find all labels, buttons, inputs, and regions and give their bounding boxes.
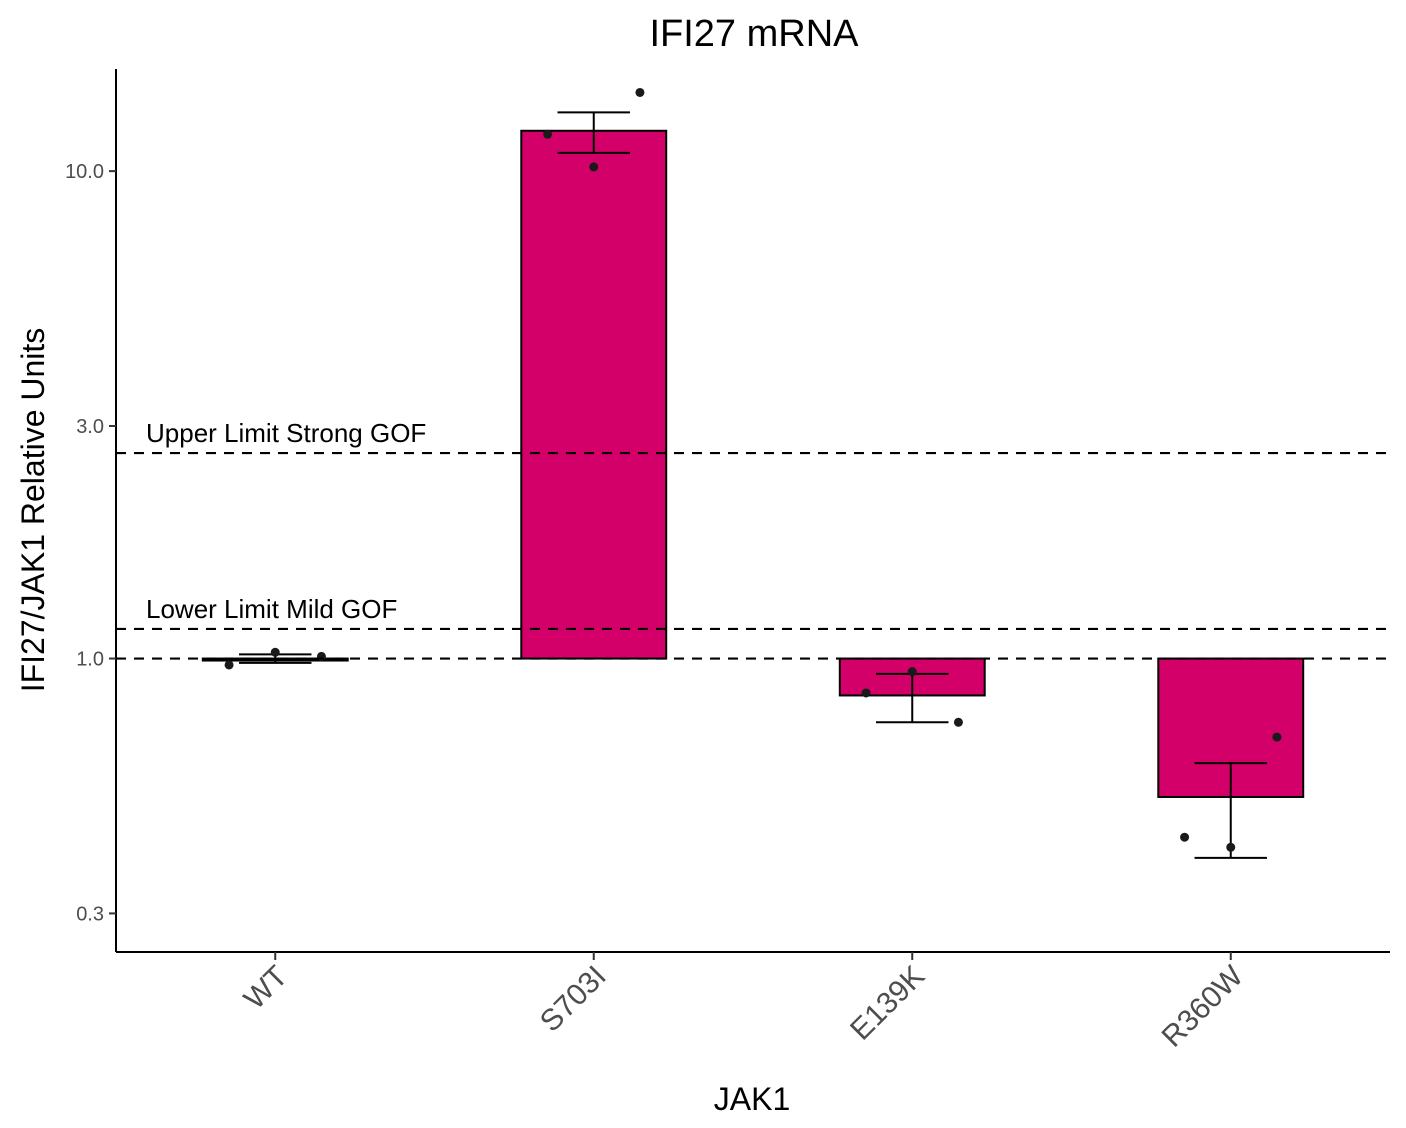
y-axis-title: IFI27/JAK1 Relative Units bbox=[15, 328, 51, 693]
x-tick-label: WT bbox=[238, 960, 294, 1016]
data-point bbox=[224, 660, 234, 670]
data-point bbox=[861, 688, 871, 698]
bar bbox=[520, 129, 668, 660]
y-tick-label: 10.0 bbox=[65, 161, 104, 183]
plot-area: 0.3 1.0 3.0 10.0 Upper Limit Strong GOF Lower… bbox=[65, 69, 1390, 1054]
x-tick-label: E139K bbox=[844, 960, 931, 1047]
y-tick-label: 1.0 bbox=[76, 649, 104, 671]
data-point bbox=[589, 162, 599, 172]
error-bar bbox=[557, 111, 630, 154]
x-tick-label: R360W bbox=[1156, 959, 1251, 1054]
data-point bbox=[907, 667, 917, 677]
reference-line-label: Upper Limit Strong GOF bbox=[146, 418, 426, 448]
y-tick-label: 3.0 bbox=[76, 416, 104, 438]
data-point bbox=[1272, 732, 1282, 742]
data-point bbox=[1226, 842, 1236, 852]
error-bar bbox=[1194, 762, 1267, 859]
data-point bbox=[543, 129, 553, 139]
x-axis-title: JAK1 bbox=[714, 1081, 790, 1117]
data-point bbox=[270, 647, 280, 657]
reference-line-label: Lower Limit Mild GOF bbox=[146, 594, 397, 624]
chart-title: IFI27 mRNA bbox=[649, 13, 859, 55]
data-point bbox=[953, 717, 963, 727]
y-tick-label: 0.3 bbox=[76, 903, 104, 925]
data-point bbox=[1180, 832, 1190, 842]
x-tick-label: S703I bbox=[534, 960, 613, 1039]
data-point bbox=[635, 87, 645, 97]
